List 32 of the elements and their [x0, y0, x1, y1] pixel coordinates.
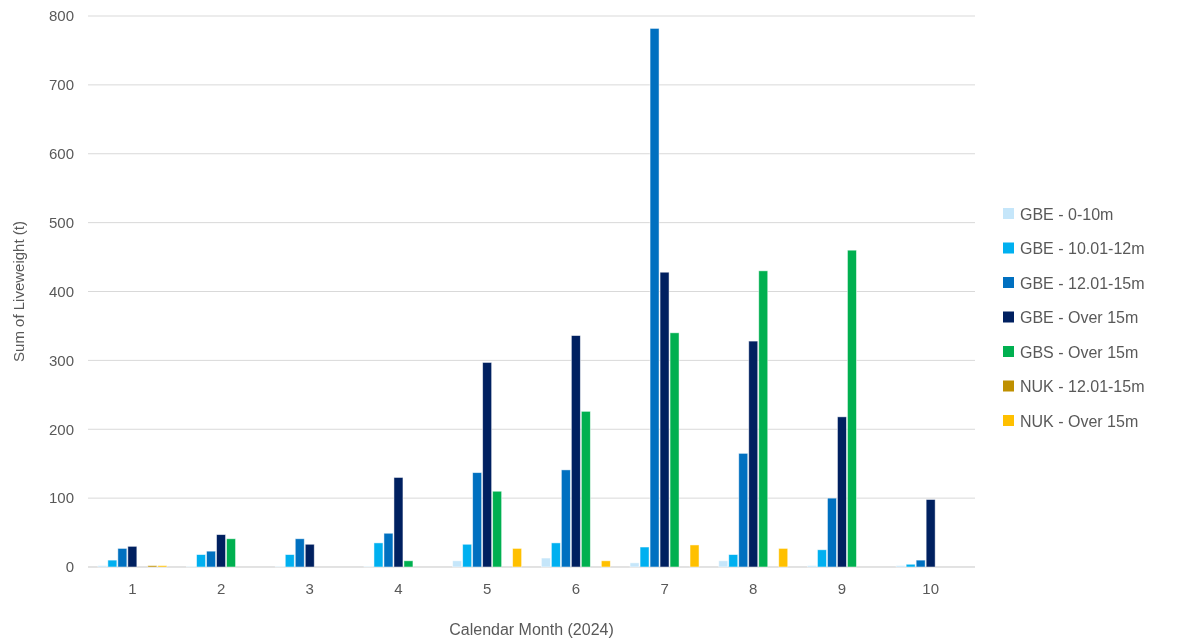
y-tick-label: 0 [65, 558, 74, 576]
legend-label: GBE - 12.01-15m [1020, 274, 1145, 292]
x-tick-label: 9 [837, 580, 847, 597]
y-tick-label: 800 [48, 7, 74, 25]
x-tick-label: 4 [394, 580, 403, 597]
x-tick-label: 7 [660, 580, 669, 597]
y-tick-label: 500 [48, 213, 74, 231]
y-tick-label: 200 [48, 420, 74, 438]
y-tick-label: 700 [48, 76, 74, 94]
x-tick-label: 8 [749, 580, 758, 597]
y-tick-label: 300 [48, 351, 74, 369]
y-tick-label: 600 [48, 145, 74, 162]
x-tick-label: 3 [305, 580, 314, 597]
y-tick-label: 100 [48, 489, 74, 507]
legend-label: GBS - Over 15m [1020, 343, 1139, 361]
y-axis-title: Sum of Liveweight (t) [10, 221, 27, 362]
x-tick-label: 5 [482, 580, 492, 597]
x-tick-label: 10 [922, 580, 939, 597]
bar [512, 548, 523, 568]
legend-label: GBE - Over 15m [1020, 309, 1139, 327]
bar [689, 544, 700, 568]
x-axis-title: Calendar Month (2024) [449, 621, 614, 638]
x-tick-label: 2 [216, 580, 226, 597]
legend-label: NUK - 12.01-15m [1020, 378, 1145, 396]
y-tick-label: 400 [48, 282, 74, 300]
legend-label: GBE - 10.01-12m [1020, 240, 1145, 258]
legend-label: NUK - Over 15m [1020, 412, 1139, 430]
bar [778, 548, 789, 568]
x-tick-label: 1 [128, 580, 137, 597]
bar [600, 560, 611, 568]
x-tick-label: 6 [571, 580, 581, 597]
legend-label: GBE - 0-10m [1020, 205, 1114, 223]
